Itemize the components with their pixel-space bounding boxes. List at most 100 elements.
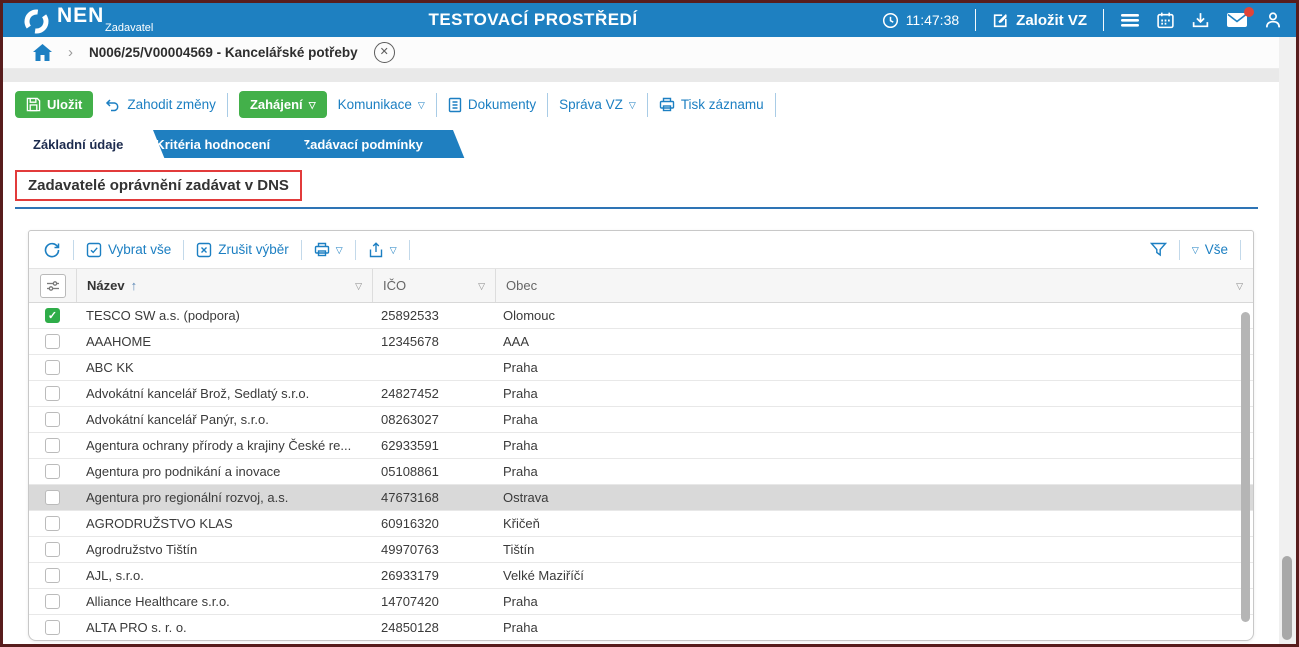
section-title: Zadavatelé oprávnění zadávat v DNS [15,170,302,201]
top-bar: NEN Zadavatel TESTOVACÍ PROSTŘEDÍ 11:47:… [3,3,1296,37]
tab-zadavaci-podminky[interactable]: Zadávací podmínky [284,130,453,158]
user-icon[interactable] [1264,11,1282,29]
filter-preset-menu[interactable]: ▽ Vše [1191,242,1228,257]
refresh-icon[interactable] [43,241,61,259]
communication-menu[interactable]: Komunikace ▽ [337,97,425,112]
environment-title: TESTOVACÍ PROSTŘEDÍ [428,10,638,29]
cell-nazev: Agrodružstvo Tištín [86,542,198,557]
print-record-button[interactable]: Tisk záznamu [659,97,764,112]
table-row[interactable]: Agrodružstvo Tištín 49970763 Tištín [29,537,1253,563]
row-checkbox[interactable] [45,308,60,323]
cell-ico: 14707420 [381,594,439,609]
download-icon[interactable] [1191,11,1210,30]
save-button[interactable]: Uložit [15,91,94,118]
column-header-nazev[interactable]: Název ↑ ▽ [76,269,372,302]
cell-obec: Praha [503,412,538,427]
divider-band [3,69,1296,82]
table-row[interactable]: Agentura ochrany přírody a krajiny České… [29,433,1253,459]
tab-zakladni-udaje[interactable]: Základní údaje [15,130,153,158]
calendar-icon[interactable] [1156,11,1175,30]
brand-subtitle: Zadavatel [105,22,154,34]
table-row[interactable]: Advokátní kancelář Brož, Sedlatý s.r.o. … [29,381,1253,407]
column-header-ico[interactable]: IČO ▽ [372,269,495,302]
cell-ico: 05108861 [381,464,439,479]
grid-header: Název ↑ ▽ IČO ▽ Obec ▽ [29,268,1253,303]
column-filter-icon[interactable]: ▽ [1236,281,1243,291]
action-bar: Uložit Zahodit změny Zahájení ▽ Komunika… [3,82,1296,124]
row-checkbox[interactable] [45,594,60,609]
page-scrollbar-track[interactable] [1279,37,1296,644]
table-row[interactable]: Advokátní kancelář Panýr, s.r.o. 0826302… [29,407,1253,433]
cell-obec: Velké Maziříčí [503,568,584,583]
tab-kriteria-hodnoceni[interactable]: Kritéria hodnocení [137,130,300,158]
cell-nazev: Agentura ochrany přírody a krajiny České… [86,438,352,453]
cell-obec: AAA [503,334,530,349]
table-row[interactable]: AAAHOME 12345678 AAA [29,329,1253,355]
column-header-obec[interactable]: Obec ▽ [495,269,1253,302]
row-checkbox[interactable] [45,568,60,583]
app-logo[interactable]: NEN Zadavatel [23,5,153,35]
filter-icon[interactable] [1149,242,1167,258]
cell-obec: Olomouc [503,308,556,323]
grid-scrollbar-thumb[interactable] [1241,312,1250,622]
cell-nazev: Agentura pro regionální rozvoj, a.s. [86,490,289,505]
chevron-down-icon: ▽ [389,245,397,255]
row-checkbox[interactable] [45,464,60,479]
row-checkbox[interactable] [45,360,60,375]
column-filter-icon[interactable]: ▽ [478,281,485,291]
close-icon[interactable]: ✕ [373,42,395,63]
row-checkbox[interactable] [45,412,60,427]
printer-icon [314,242,330,257]
mail-icon[interactable] [1226,7,1254,28]
select-all-button[interactable]: Vybrat vše [86,242,171,258]
cell-obec: Ostrava [503,490,549,505]
row-checkbox[interactable] [45,386,60,401]
chevron-down-icon: ▽ [417,100,425,110]
manage-vz-menu[interactable]: Správa VZ ▽ [559,97,636,112]
cell-ico: 24827452 [381,386,439,401]
page-scrollbar-thumb[interactable] [1282,556,1292,640]
printer-icon [659,97,675,112]
row-checkbox[interactable] [45,620,60,635]
export-menu[interactable]: ▽ [368,241,397,258]
column-filter-icon[interactable]: ▽ [355,281,362,291]
brand-name: NEN [57,4,105,27]
cell-ico: 26933179 [381,568,439,583]
table-row[interactable]: ALTA PRO s. r. o. 24850128 Praha [29,615,1253,640]
row-checkbox[interactable] [45,490,60,505]
table-row[interactable]: Agentura pro regionální rozvoj, a.s. 476… [29,485,1253,511]
print-grid-menu[interactable]: ▽ [314,242,343,257]
action-bar-separator [435,92,437,117]
main-content: Uložit Zahodit změny Zahájení ▽ Komunika… [3,82,1296,641]
table-row[interactable]: AGRODRUŽSTVO KLAS 60916320 Křičeň [29,511,1253,537]
toolbar-separator [300,239,302,260]
row-checkbox[interactable] [45,516,60,531]
column-settings-icon[interactable] [39,273,66,298]
cell-nazev: ALTA PRO s. r. o. [86,620,187,635]
discard-changes-button[interactable]: Zahodit změny [104,97,216,112]
row-checkbox[interactable] [45,438,60,453]
save-icon [26,97,41,112]
table-row[interactable]: TESCO SW a.s. (podpora) 25892533 Olomouc [29,303,1253,329]
cell-obec: Praha [503,360,538,375]
undo-icon [104,97,121,112]
clock-time: 11:47:38 [905,12,960,28]
row-checkbox[interactable] [45,334,60,349]
cell-obec: Praha [503,594,538,609]
table-row[interactable]: AJL, s.r.o. 26933179 Velké Maziříčí [29,563,1253,589]
row-checkbox[interactable] [45,542,60,557]
clear-selection-button[interactable]: Zrušit výběr [196,242,289,258]
create-vz-button[interactable]: Založit VZ [992,12,1087,29]
edit-icon [992,12,1009,29]
table-row[interactable]: Alliance Healthcare s.r.o. 14707420 Prah… [29,589,1253,615]
tab-strip: Základní údaje Kritéria hodnocení Zadáva… [15,130,1296,158]
cell-ico: 47673168 [381,490,439,505]
menu-icon[interactable] [1120,12,1140,28]
start-button[interactable]: Zahájení ▽ [238,91,327,118]
documents-button[interactable]: Dokumenty [448,97,536,113]
breadcrumb: › N006/25/V00004569 - Kancelářské potřeb… [3,37,1296,69]
home-icon[interactable] [33,44,52,61]
table-row[interactable]: Agentura pro podnikání a inovace 0510886… [29,459,1253,485]
table-row[interactable]: ABC KK Praha [29,355,1253,381]
cell-nazev: Advokátní kancelář Brož, Sedlatý s.r.o. [86,386,310,401]
